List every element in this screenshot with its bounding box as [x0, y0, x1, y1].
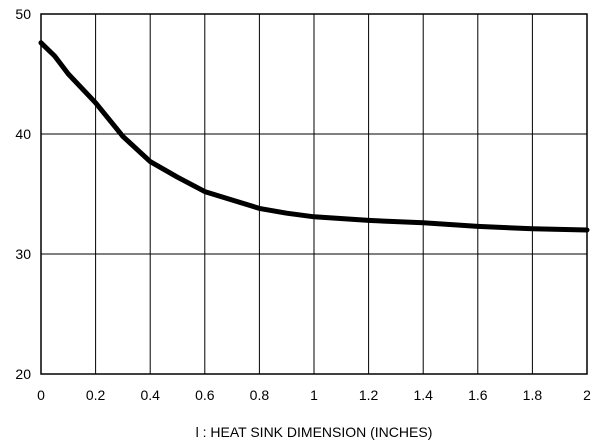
x-tick-label-6: 1.2: [359, 387, 379, 403]
x-tick-label-3: 0.6: [195, 387, 215, 403]
y-tick-label-2: 40: [15, 126, 31, 142]
series-line-0: [38, 40, 590, 233]
grid: [40, 13, 588, 375]
x-tick-labels: 0 0.2 0.4 0.6 0.8 1 1.2 1.4 1.6 1.8 2: [37, 387, 591, 403]
y-tick-label-1: 30: [15, 246, 31, 262]
x-tick-label-9: 1.8: [523, 387, 543, 403]
x-tick-label-5: 1: [310, 387, 318, 403]
x-tick-label-4: 0.8: [250, 387, 270, 403]
y-tick-labels: 20 30 40 50: [15, 6, 31, 382]
x-tick-label-0: 0: [37, 387, 45, 403]
y-tick-label-3: 50: [15, 6, 31, 22]
y-tick-label-0: 20: [15, 366, 31, 382]
x-tick-label-2: 0.4: [140, 387, 160, 403]
x-tick-label-7: 1.4: [413, 387, 433, 403]
plot-frame: [40, 13, 588, 375]
x-tick-label-1: 0.2: [86, 387, 106, 403]
x-tick-label-10: 2: [583, 387, 591, 403]
series-layer: [38, 40, 590, 233]
x-axis-title: l : HEAT SINK DIMENSION (INCHES): [196, 424, 433, 440]
x-tick-label-8: 1.6: [468, 387, 488, 403]
